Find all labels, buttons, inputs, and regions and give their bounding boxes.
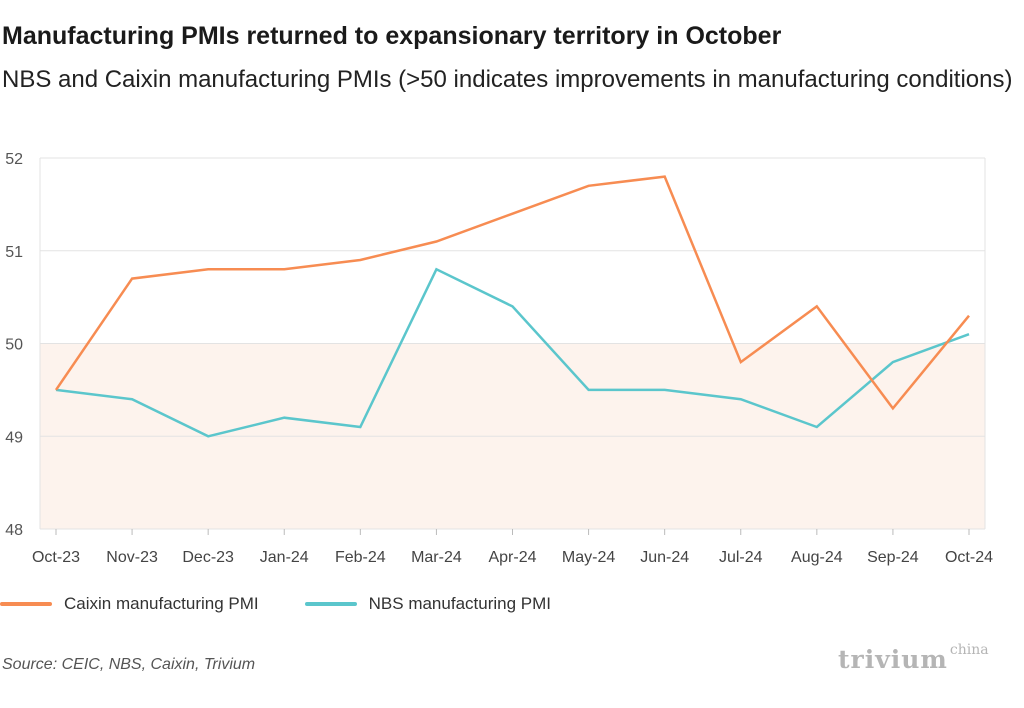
chart-subtitle: NBS and Caixin manufacturing PMIs (>50 i…	[2, 66, 1013, 93]
y-tick-label: 51	[5, 244, 23, 261]
chart-title: Manufacturing PMIs returned to expansion…	[2, 22, 782, 50]
x-tick-label: May-24	[562, 549, 615, 566]
x-tick-label: Apr-24	[488, 549, 536, 566]
y-tick-label: 50	[5, 337, 23, 354]
legend-swatch-nbs	[304, 602, 357, 606]
x-tick-label: Jan-24	[260, 549, 309, 566]
x-tick-label: Aug-24	[791, 549, 843, 566]
logo-main-text: trivium	[838, 645, 948, 674]
series-line-nbs	[55, 267, 970, 438]
x-tick-label: Jul-24	[719, 549, 763, 566]
y-tick-label: 48	[5, 522, 23, 539]
legend-swatch-caixin	[0, 602, 52, 606]
logo-sup-text: china	[949, 642, 989, 658]
x-tick-label: Sep-24	[867, 549, 919, 566]
x-tick-label: Oct-24	[945, 549, 993, 566]
series-line-caixin	[54, 175, 970, 411]
y-tick-label: 52	[5, 151, 23, 168]
x-tick-label: Jun-24	[640, 549, 689, 566]
legend-item-nbs: NBS manufacturing PMI	[304, 594, 551, 614]
legend-label-caixin: Caixin manufacturing PMI	[64, 594, 259, 613]
legend-label-nbs: NBS manufacturing PMI	[368, 594, 551, 613]
x-tick-label: Dec-23	[182, 549, 234, 566]
x-tick-label: Oct-23	[32, 549, 80, 566]
y-tick-label: 49	[5, 429, 23, 446]
legend: Caixin manufacturing PMI NBS manufacturi…	[0, 594, 597, 614]
legend-item-caixin: Caixin manufacturing PMI	[0, 594, 259, 614]
x-tick-label: Nov-23	[106, 549, 158, 566]
trivium-logo: trivium china	[838, 642, 989, 674]
source-note: Source: CEIC, NBS, Caixin, Trivium	[2, 656, 256, 673]
x-tick-label: Feb-24	[335, 549, 386, 566]
x-tick-label: Mar-24	[411, 549, 462, 566]
